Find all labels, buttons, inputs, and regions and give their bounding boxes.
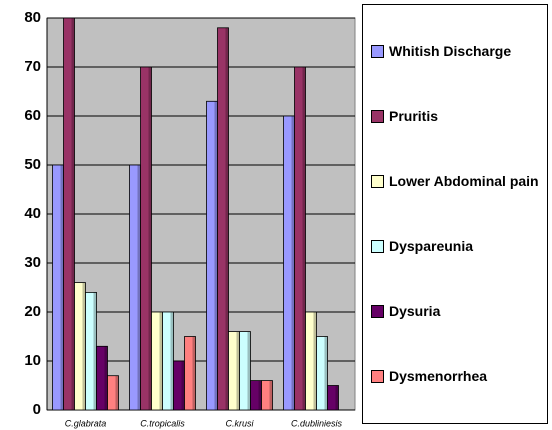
legend-swatch [371, 110, 384, 123]
legend-swatch [371, 305, 384, 318]
y-tick-label: 80 [24, 9, 41, 26]
legend: Whitish Discharge Pruritis Lower Abdominal… [362, 4, 548, 424]
y-tick-label: 40 [24, 205, 41, 222]
bar [294, 66, 306, 411]
y-tick-label: 50 [24, 156, 41, 173]
bar-side [60, 165, 64, 410]
bar-side [236, 331, 240, 410]
x-tick-label: C.krusi [225, 418, 254, 428]
bar-side [181, 361, 185, 410]
y-tick-label: 60 [24, 107, 41, 124]
bar [107, 375, 119, 411]
legend-item: Pruritis [371, 108, 547, 125]
legend-item: Whitish Discharge [371, 43, 547, 60]
legend-item: Dyspareunia [371, 238, 547, 255]
bar-side [115, 375, 119, 410]
legend-label: Dysmenorrhea [389, 368, 488, 384]
bar-side [214, 101, 218, 411]
bar-side [93, 292, 97, 410]
y-tick-label: 30 [24, 254, 41, 271]
bar-side [82, 282, 86, 410]
x-tick-label: C.dubliniesis [291, 418, 343, 428]
legend-label: Lower Abdominal pain [389, 173, 539, 189]
bar [63, 17, 75, 411]
bar-side [137, 165, 141, 410]
legend-label: Dysuria [389, 303, 441, 319]
bar-side [247, 331, 251, 410]
y-tick-label: 70 [24, 58, 41, 75]
bar-side [71, 18, 75, 410]
bar-side [192, 336, 196, 410]
legend-swatch [371, 175, 384, 188]
bar [261, 380, 273, 411]
bar-side [104, 346, 108, 410]
bar-side [170, 312, 174, 410]
bar-side [225, 27, 229, 411]
legend-swatch [371, 45, 384, 58]
y-tick-label: 20 [24, 303, 41, 320]
legend-swatch [371, 240, 384, 253]
legend-item: Dysmenorrhea [371, 368, 547, 385]
legend-label: Whitish Discharge [389, 43, 512, 59]
bar-side [313, 312, 317, 410]
legend-item: Dysuria [371, 303, 547, 320]
x-tick-label: C.tropicalis [140, 418, 185, 428]
legend-swatch [371, 370, 384, 383]
bar [316, 336, 328, 411]
legend-label: Dyspareunia [389, 238, 474, 254]
bar-side [159, 312, 163, 410]
bar-side [148, 67, 152, 410]
bar [327, 385, 339, 411]
bar-side [269, 380, 273, 410]
bar-side [335, 385, 339, 410]
x-tick-label: C.glabrata [65, 418, 107, 428]
y-tick-label: 0 [33, 401, 41, 418]
bar [217, 27, 229, 411]
legend-item: Lower Abdominal pain [371, 173, 547, 190]
bar-side [324, 336, 328, 410]
bar [140, 66, 152, 411]
bar-side [291, 116, 295, 410]
bar-side [258, 380, 262, 410]
legend-label: Pruritis [389, 108, 439, 124]
y-tick-label: 10 [24, 352, 41, 369]
bar-side [302, 67, 306, 410]
bar [184, 336, 196, 411]
bar [239, 331, 251, 411]
